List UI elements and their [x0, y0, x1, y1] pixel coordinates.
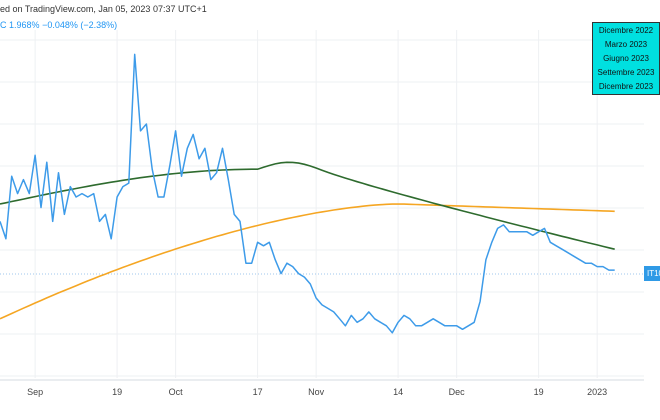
symbol-prefix: C — [0, 20, 7, 30]
chart-source-header: ed on TradingView.com, Jan 05, 2023 07:3… — [0, 4, 207, 14]
series-line-ma-long — [0, 203, 615, 320]
change-value: −0.048% (−2.38%) — [42, 20, 118, 30]
last-price-tag: IT10 — [644, 266, 660, 281]
x-tick-label: Dec — [449, 387, 466, 397]
x-tick-label: Oct — [169, 387, 184, 397]
legend-item-settembre-2023: Settembre 2023 — [597, 68, 655, 78]
series-line-ma-short — [0, 161, 615, 250]
contract-legend: Dicembre 2022 Marzo 2023 Giugno 2023 Set… — [592, 22, 660, 95]
x-tick-label: 17 — [253, 387, 263, 397]
x-tick-label: 19 — [534, 387, 544, 397]
last-value: 1.968% — [9, 20, 40, 30]
symbol-quote-line: C 1.968% −0.048% (−2.38%) — [0, 20, 117, 30]
series-line-price — [0, 53, 615, 334]
legend-item-dicembre-2023: Dicembre 2023 — [598, 82, 654, 92]
legend-item-marzo-2023: Marzo 2023 — [604, 39, 648, 49]
x-tick-label: Nov — [308, 387, 325, 397]
x-tick-label: 19 — [112, 387, 122, 397]
x-tick-label: Sep — [27, 387, 43, 397]
x-tick-label: 2023 — [587, 387, 607, 397]
x-tick-label: 14 — [393, 387, 403, 397]
legend-item-giugno-2023: Giugno 2023 — [603, 53, 649, 63]
legend-item-dicembre-2022: Dicembre 2022 — [598, 25, 654, 35]
